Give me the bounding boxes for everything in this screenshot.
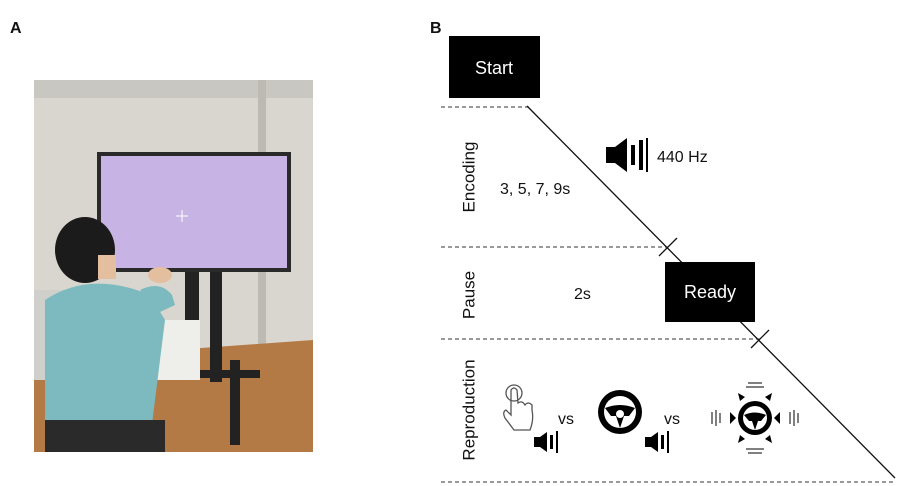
- touch-icon: [503, 384, 534, 431]
- speaker-icon: [606, 138, 648, 172]
- steering-wheel-icon: [598, 390, 642, 434]
- tick-cross: [750, 329, 770, 349]
- duration-label: 3, 5, 7, 9s: [500, 181, 570, 198]
- vibrating-wheel-icon: [711, 382, 799, 454]
- start-label: Start: [475, 58, 513, 78]
- phase-label: Reproduction: [459, 359, 478, 460]
- panel-label: B: [430, 20, 442, 37]
- photo: [34, 80, 313, 452]
- vs-label: vs: [558, 411, 574, 428]
- speaker-icon: [645, 431, 669, 453]
- ready-label: Ready: [684, 282, 736, 302]
- phase-label: Encoding: [459, 142, 478, 213]
- start-box: [449, 36, 540, 98]
- tone-label: 440 Hz: [657, 149, 708, 166]
- duration-label: 2s: [574, 286, 591, 303]
- phase-label: Pause: [459, 271, 478, 319]
- ready-box: [665, 262, 755, 322]
- tick-cross: [658, 237, 678, 257]
- panel-label: A: [10, 20, 22, 37]
- speaker-icon: [534, 431, 558, 453]
- vs-label: vs: [664, 411, 680, 428]
